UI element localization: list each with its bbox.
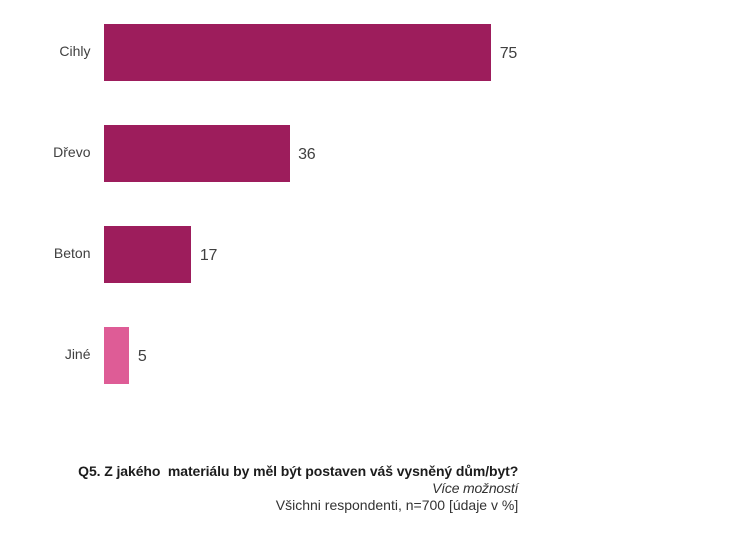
value-label: 36 [298, 146, 316, 163]
value-label: 17 [199, 247, 218, 264]
value-label: 5 [137, 348, 147, 365]
question-text: Q5. Z jakého materiálu by měl být postav… [78, 462, 519, 479]
bar-row: Cihly 75 [0, 24, 748, 81]
category-label: Cihly [59, 42, 91, 59]
chart-footer: Q5. Z jakého materiálu by měl být postav… [1, 463, 518, 514]
category-label: Dřevo [53, 143, 91, 160]
bar [103, 24, 492, 81]
bar-row: Dřevo 36 [0, 125, 748, 182]
note-text: Více možností [432, 479, 519, 496]
value-label: 75 [499, 45, 518, 62]
bar-plot-area: Cihly 75 Dřevo 36 Beton 17 Jiné 5 [0, 24, 748, 384]
base-text: Všichni respondenti, n=700 [údaje v %] [275, 496, 519, 513]
bar [103, 125, 290, 182]
bar-row: Beton 17 [0, 226, 748, 283]
category-label: Jiné [64, 345, 91, 362]
bar-row: Jiné 5 [0, 327, 748, 384]
category-label: Beton [53, 244, 91, 261]
bar [103, 327, 130, 384]
bar [103, 226, 192, 283]
